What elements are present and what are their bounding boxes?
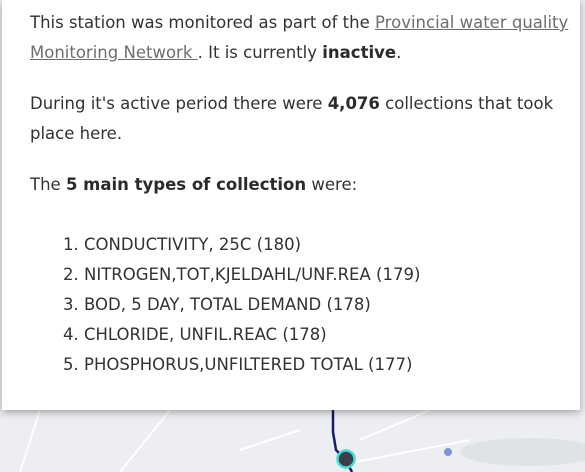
monitoring-info-text: . It is currently: [197, 43, 323, 62]
collection-count-value: 4,076: [327, 94, 380, 113]
map-road: [359, 409, 431, 441]
collection-count-text: During it's active period there were: [30, 94, 328, 113]
map-point[interactable]: [444, 448, 452, 456]
station-marker[interactable]: [336, 449, 356, 469]
monitoring-info-text: .: [396, 43, 402, 62]
collection-types-text: were:: [306, 175, 358, 194]
list-item: 5. PHOSPHORUS,UNFILTERED TOTAL (177): [63, 355, 413, 374]
map-water: [460, 438, 585, 466]
map-road: [119, 409, 171, 472]
map-road: [354, 439, 471, 463]
list-item: 3. BOD, 5 DAY, TOTAL DEMAND (178): [63, 295, 371, 314]
collection-types-list: 1. CONDUCTIVITY, 25C (180) 2. NITROGEN,T…: [30, 230, 580, 380]
collection-count-info: During it's active period there were 4,0…: [30, 89, 580, 149]
map-road: [239, 429, 301, 451]
collection-types-text: The: [30, 175, 66, 194]
collection-types-heading: The 5 main types of collection were:: [30, 170, 580, 200]
station-popup: This station was monitored as part of th…: [2, 0, 580, 410]
collection-count-text: collections that took place here.: [30, 94, 554, 143]
list-item: 4. CHLORIDE, UNFIL.REAC (178): [63, 325, 327, 344]
map-road: [19, 409, 41, 472]
status-value: inactive: [322, 43, 397, 62]
monitoring-info-text: This station was monitored as part of th…: [30, 13, 376, 32]
monitoring-info: This station was monitored as part of th…: [30, 8, 580, 68]
list-item: 1. CONDUCTIVITY, 25C (180): [63, 235, 302, 254]
network-link[interactable]: Provincial water quality Monitoring Netw…: [30, 13, 569, 62]
list-item: 2. NITROGEN,TOT,KJELDAHL/UNF.REA (179): [63, 265, 421, 284]
collection-types-bold: 5 main types of collection: [65, 175, 307, 194]
